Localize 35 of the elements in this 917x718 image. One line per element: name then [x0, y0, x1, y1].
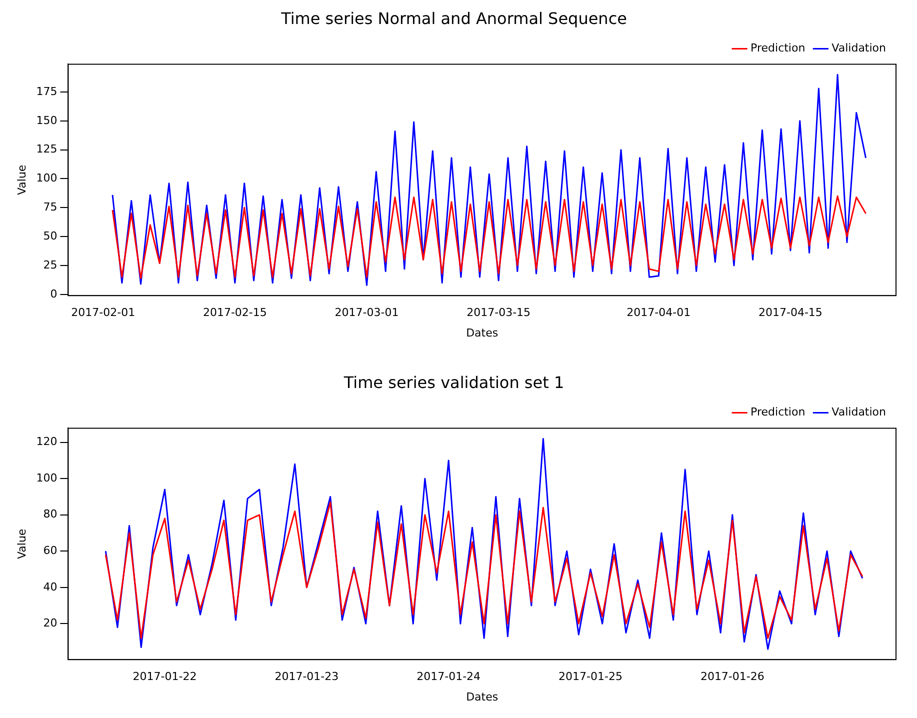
x-tick-label: 2017-04-15 [758, 306, 822, 320]
legend-label: Prediction [750, 406, 806, 419]
y-tick-label: 0 [50, 287, 58, 300]
y-tick-label: 100 [36, 172, 58, 185]
x-tick-label: 2017-01-26 [700, 670, 764, 684]
y-tick-label: 50 [43, 229, 58, 242]
y-tick-label: 60 [43, 544, 58, 558]
y-tick-label: 20 [43, 616, 58, 630]
y-tick-label: 175 [36, 84, 58, 98]
y-tick-label: 125 [36, 142, 58, 156]
x-tick-label: 2017-01-25 [558, 670, 622, 684]
y-tick-label: 100 [36, 471, 58, 484]
x-tick-label: 2017-04-01 [626, 306, 691, 320]
chart-title: Time series Normal and Anormal Sequence [280, 8, 627, 28]
y-tick-label: 75 [43, 200, 58, 214]
x-tick-label: 2017-01-23 [274, 670, 339, 684]
x-tick-label: 2017-03-01 [334, 306, 399, 320]
y-tick-label: 25 [43, 258, 58, 272]
x-axis-title: Dates [466, 326, 498, 340]
y-axis-title: Value [15, 528, 28, 560]
x-tick-label: 2017-01-22 [132, 670, 197, 684]
legend-label: Prediction [750, 42, 806, 55]
x-tick-label: 2017-02-15 [202, 306, 267, 320]
y-tick-label: 80 [43, 508, 58, 521]
legend-label: Validation [832, 406, 886, 419]
y-tick-label: 150 [36, 114, 58, 127]
legend-label: Validation [832, 42, 886, 55]
x-tick-label: 2017-03-15 [466, 306, 531, 320]
y-axis-title: Value [15, 164, 28, 196]
chart-title: Time series validation set 1 [342, 372, 564, 392]
x-tick-label: 2017-01-24 [416, 670, 481, 684]
y-tick-label: 120 [36, 435, 58, 448]
x-axis-title: Dates [466, 690, 498, 704]
x-tick-label: 2017-02-01 [71, 306, 136, 320]
y-tick-label: 40 [43, 580, 58, 594]
